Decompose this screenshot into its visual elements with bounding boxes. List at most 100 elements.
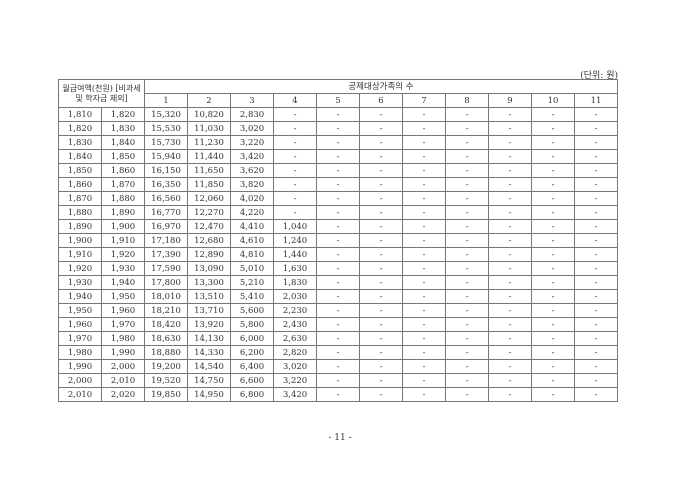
table-row: 1,930 1,940 17,800 13,300 5,210 1,830- - - - - - - <box>58 275 618 290</box>
tax-cell: - <box>445 247 489 262</box>
tax-cell: 13,300 <box>187 275 231 290</box>
tax-cell: - <box>316 219 360 234</box>
income-to-cell: 2,010 <box>101 373 145 388</box>
tax-cell: 3,020 <box>230 121 274 136</box>
tax-cell: 15,730 <box>144 135 188 150</box>
tax-cell: - <box>445 331 489 346</box>
tax-cell: - <box>445 135 489 150</box>
tax-cell: 17,390 <box>144 247 188 262</box>
tax-cell: - <box>316 373 360 388</box>
tax-cell: - <box>359 135 403 150</box>
tax-cell: - <box>402 303 446 318</box>
tax-cell: - <box>445 275 489 290</box>
tax-cell: - <box>316 303 360 318</box>
tax-cell: - <box>531 107 575 122</box>
tax-cell: 18,630 <box>144 331 188 346</box>
tax-cell: 1,240 <box>273 233 317 248</box>
tax-cell: - <box>531 149 575 164</box>
tax-cell: - <box>402 359 446 374</box>
income-from-cell: 1,850 <box>58 163 102 178</box>
tax-cell: - <box>359 387 403 402</box>
income-to-cell: 1,910 <box>101 233 145 248</box>
tax-cell: - <box>445 177 489 192</box>
tax-cell: - <box>359 261 403 276</box>
tax-cell: - <box>316 135 360 150</box>
family-count-header: 2 <box>187 93 231 108</box>
tax-cell: - <box>445 387 489 402</box>
tax-cell: 15,320 <box>144 107 188 122</box>
income-to-cell: 1,930 <box>101 261 145 276</box>
tax-cell: - <box>488 387 532 402</box>
family-count-header: 9 <box>488 93 532 108</box>
tax-cell: 18,010 <box>144 289 188 304</box>
table-row: 1,890 1,900 16,970 12,470 4,410 1,040- - - - - - - <box>58 219 618 234</box>
tax-cell: - <box>488 317 532 332</box>
income-to-cell: 1,850 <box>101 149 145 164</box>
tax-cell: - <box>574 205 618 220</box>
header-row: 월급여액(천원) [비과세 및 학자금 제외] 공제대상가족의 수 <box>58 79 618 108</box>
tax-cell: - <box>574 121 618 136</box>
tax-cell: 10,820 <box>187 107 231 122</box>
income-from-cell: 1,890 <box>58 219 102 234</box>
tax-cell: 2,830 <box>230 107 274 122</box>
tax-cell: - <box>402 247 446 262</box>
tax-cell: 17,180 <box>144 233 188 248</box>
tax-cell: - <box>316 345 360 360</box>
tax-cell: - <box>359 163 403 178</box>
table-body: 1,810 1,820 15,320 10,820 2,830- - - - - - - -1,820… <box>58 107 618 402</box>
tax-cell: - <box>531 359 575 374</box>
tax-cell: 15,940 <box>144 149 188 164</box>
tax-cell: - <box>359 373 403 388</box>
tax-cell: 4,810 <box>230 247 274 262</box>
tax-cell: - <box>402 191 446 206</box>
tax-cell: - <box>445 121 489 136</box>
tax-cell: 13,920 <box>187 317 231 332</box>
tax-cell: - <box>402 233 446 248</box>
tax-cell: - <box>316 247 360 262</box>
tax-cell: 3,620 <box>230 163 274 178</box>
tax-cell: 11,030 <box>187 121 231 136</box>
tax-cell: 17,590 <box>144 261 188 276</box>
tax-cell: - <box>531 191 575 206</box>
income-from-cell: 1,830 <box>58 135 102 150</box>
tax-cell: - <box>488 331 532 346</box>
tax-cell: - <box>488 247 532 262</box>
tax-cell: - <box>316 331 360 346</box>
tax-cell: - <box>531 345 575 360</box>
tax-cell: - <box>273 149 317 164</box>
tax-cell: 14,540 <box>187 359 231 374</box>
tax-cell: - <box>574 317 618 332</box>
table-row: 1,870 1,880 16,560 12,060 4,020- - - - - - - - <box>58 191 618 206</box>
tax-cell: - <box>488 149 532 164</box>
income-to-cell: 1,970 <box>101 317 145 332</box>
tax-cell: - <box>402 163 446 178</box>
table-row: 1,980 1,990 18,880 14,330 6,200 2,820- - - - - - - <box>58 345 618 360</box>
tax-cell: - <box>574 135 618 150</box>
tax-cell: - <box>359 205 403 220</box>
tax-cell: - <box>531 373 575 388</box>
income-to-cell: 1,920 <box>101 247 145 262</box>
income-from-cell: 1,980 <box>58 345 102 360</box>
tax-cell: 4,610 <box>230 233 274 248</box>
tax-cell: - <box>445 359 489 374</box>
tax-cell: 1,630 <box>273 261 317 276</box>
tax-cell: - <box>316 177 360 192</box>
table-row: 1,830 1,840 15,730 11,230 3,220- - - - - - - - <box>58 135 618 150</box>
tax-cell: - <box>574 177 618 192</box>
tax-cell: - <box>531 317 575 332</box>
family-count-header: 10 <box>531 93 575 108</box>
tax-cell: 16,970 <box>144 219 188 234</box>
tax-cell: 13,710 <box>187 303 231 318</box>
tax-cell: - <box>488 275 532 290</box>
tax-cell: - <box>359 359 403 374</box>
tax-cell: 19,200 <box>144 359 188 374</box>
tax-cell: 6,600 <box>230 373 274 388</box>
tax-cell: - <box>402 373 446 388</box>
tax-cell: - <box>402 345 446 360</box>
income-header: 월급여액(천원) [비과세 및 학자금 제외] <box>58 79 145 108</box>
table-row: 1,900 1,910 17,180 12,680 4,610 1,240- - - - - - - <box>58 233 618 248</box>
tax-cell: - <box>359 233 403 248</box>
tax-cell: 17,800 <box>144 275 188 290</box>
table-row: 1,860 1,870 16,350 11,850 3,820- - - - - - - - <box>58 177 618 192</box>
tax-cell: - <box>574 331 618 346</box>
